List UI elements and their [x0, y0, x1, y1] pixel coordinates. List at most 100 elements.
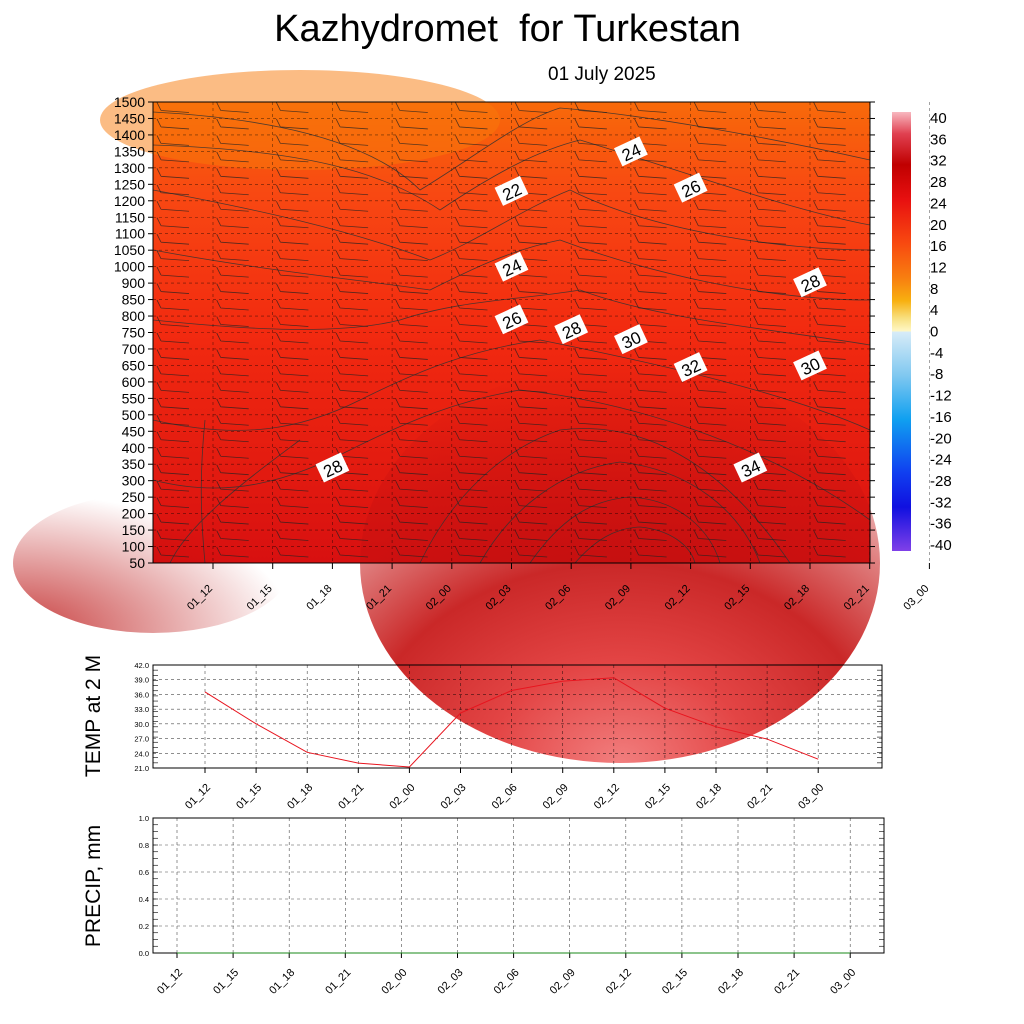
wind-barb [276, 266, 309, 278]
wind-barb [753, 398, 787, 410]
wind-barb [156, 497, 190, 509]
wind-barb [753, 168, 787, 179]
wind-barb [156, 234, 190, 245]
wind-barb [216, 448, 249, 459]
wind-barb [276, 135, 309, 146]
wind-barb [693, 546, 727, 558]
wind-barb [395, 102, 428, 113]
wind-barb [156, 546, 190, 558]
wind-barb [216, 299, 249, 311]
wind-barb [693, 102, 727, 113]
wind-barb [753, 332, 787, 344]
wind-barb [395, 299, 428, 311]
wind-barb [813, 135, 846, 146]
wind-barb [156, 283, 190, 294]
y-tick-label: 600 [122, 374, 146, 390]
wind-barb [634, 168, 667, 179]
chart-subtitle: 01 July 2025 [548, 64, 656, 85]
colorbar-label: -20 [930, 430, 952, 447]
wind-barb [813, 382, 846, 393]
wind-barb [395, 118, 428, 130]
wind-barb [813, 151, 846, 163]
wind-barb [335, 546, 369, 558]
wind-barb [455, 365, 488, 377]
x-tick-label: 01_18 [285, 782, 315, 812]
wind-barb [276, 234, 309, 245]
y-tick-label: 550 [122, 390, 146, 406]
colorbar-label: -4 [930, 345, 943, 362]
chart-title: Kazhydromet for Turkestan [274, 8, 741, 50]
wind-barb [455, 102, 488, 113]
wind-barb [693, 497, 727, 509]
wind-barb [514, 217, 548, 229]
wind-barb [574, 283, 607, 294]
wind-barb [574, 497, 607, 509]
x-tick-label: 02_15 [643, 782, 673, 812]
wind-barb [276, 349, 309, 360]
wind-barb [455, 415, 488, 426]
colorbar-label: -8 [930, 366, 943, 383]
wind-barb [634, 102, 667, 113]
colorbar-label: -40 [930, 537, 952, 554]
wind-barb [634, 431, 667, 443]
contour-label-bg [315, 452, 350, 483]
wind-barb [395, 332, 428, 344]
wind-barb [813, 332, 846, 344]
wind-barb [395, 431, 428, 443]
wind-barb [693, 283, 727, 294]
wind-barb [216, 135, 249, 146]
wind-barb [813, 530, 846, 541]
y-tick-label: 24.0 [134, 749, 149, 758]
wind-barb [395, 530, 428, 541]
y-tick-label: 400 [122, 440, 146, 456]
contour-line [574, 526, 696, 564]
wind-barb [514, 151, 548, 163]
wind-barb [276, 480, 309, 492]
colorbar-label: -32 [930, 494, 952, 511]
wind-barb [514, 546, 548, 558]
wind-barb [813, 250, 846, 262]
wind-barb [216, 250, 249, 262]
wind-barb [634, 448, 667, 459]
x-tick-label: 01_15 [234, 782, 264, 812]
wind-barb [813, 102, 846, 113]
wind-barb [335, 382, 369, 393]
wind-barb [216, 415, 249, 426]
wind-barb [395, 135, 428, 146]
colorbar-label: -28 [930, 473, 952, 490]
wind-barb [455, 513, 488, 525]
wind-barb [574, 184, 607, 196]
y-tick-label: 30.0 [134, 720, 149, 729]
wind-barb [335, 316, 369, 327]
wind-barb [276, 448, 309, 459]
wind-barb [276, 316, 309, 327]
y-tick-label: 1300 [114, 160, 145, 176]
wind-barb [693, 382, 727, 393]
wind-barb [514, 168, 548, 179]
wind-barb [395, 480, 428, 492]
wind-barb [693, 316, 727, 327]
wind-barb [335, 283, 369, 294]
wind-barb [276, 168, 309, 179]
wind-barb [813, 234, 846, 245]
x-tick-label: 01_12 [183, 782, 213, 812]
wind-barb [574, 365, 607, 377]
colorbar-label: 12 [930, 259, 947, 276]
wind-barb [634, 283, 667, 294]
y-tick-label: 0.4 [139, 895, 149, 904]
y-tick-label: 21.0 [134, 764, 149, 773]
wind-barb [514, 464, 548, 476]
wind-barb [335, 480, 369, 492]
wind-barb [455, 530, 488, 541]
wind-barb [634, 382, 667, 393]
contour-label-bg [793, 350, 827, 381]
x-tick-label: 03_00 [828, 967, 858, 997]
wind-barb [455, 118, 488, 130]
wind-barb [455, 349, 488, 360]
wind-barb [216, 217, 249, 229]
wind-barb [514, 480, 548, 492]
wind-barb [156, 102, 190, 113]
wind-barb [634, 480, 667, 492]
contour-line [200, 419, 206, 564]
y-tick-label: 650 [122, 357, 146, 373]
